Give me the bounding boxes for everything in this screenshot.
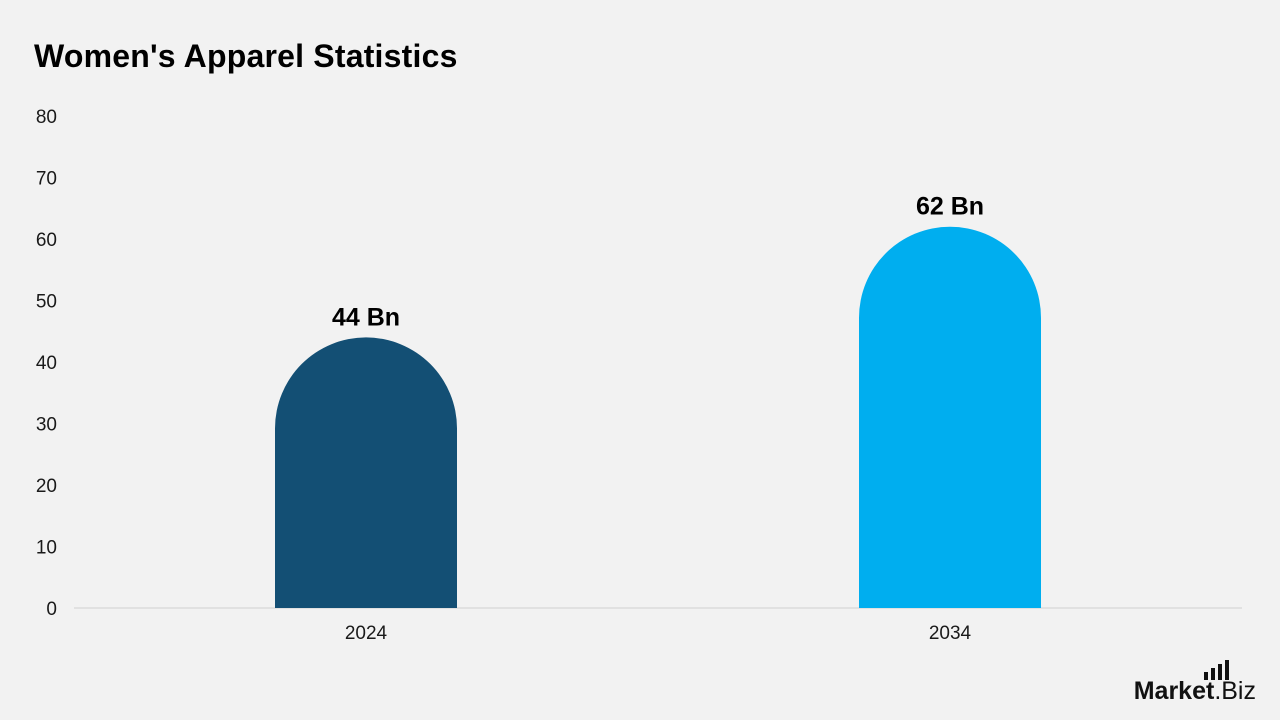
bar-2034 (859, 226, 1041, 609)
chart-title: Women's Apparel Statistics (34, 38, 458, 74)
marketbiz-logo: Market .Biz (1133, 660, 1256, 706)
y-tick-label: 80 (36, 107, 57, 128)
y-axis-ticks: 0 10 20 30 40 50 60 70 80 (36, 107, 57, 620)
data-labels: 44 Bn 62 Bn (332, 193, 984, 332)
bar-2024 (275, 337, 457, 608)
data-label: 62 Bn (916, 193, 984, 221)
bars (275, 226, 1041, 609)
y-tick-label: 60 (36, 230, 57, 251)
data-label: 44 Bn (332, 303, 400, 331)
x-tick-label: 2034 (929, 623, 972, 644)
y-tick-label: 40 (36, 353, 57, 374)
y-tick-label: 30 (36, 415, 57, 436)
x-tick-label: 2024 (345, 623, 388, 644)
y-tick-label: 70 (36, 169, 57, 190)
y-tick-label: 0 (46, 599, 57, 620)
y-tick-label: 20 (36, 476, 57, 497)
y-tick-label: 50 (36, 292, 57, 313)
x-axis-tick-labels: 2024 2034 (345, 623, 972, 644)
logo-tld: .Biz (1214, 677, 1256, 705)
y-tick-label: 10 (36, 538, 57, 559)
signal-bars-icon (1203, 660, 1229, 680)
logo-name: Market (1133, 677, 1215, 705)
